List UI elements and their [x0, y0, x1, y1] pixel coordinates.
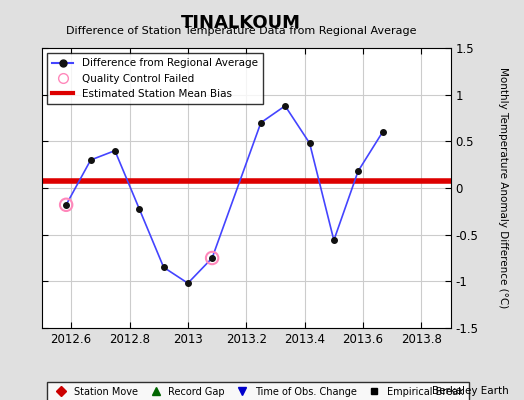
Legend: Station Move, Record Gap, Time of Obs. Change, Empirical Break: Station Move, Record Gap, Time of Obs. C… [47, 382, 468, 400]
Text: TINALKOUM: TINALKOUM [181, 14, 301, 32]
Point [208, 255, 216, 261]
Text: Difference of Station Temperature Data from Regional Average: Difference of Station Temperature Data f… [66, 26, 416, 36]
Y-axis label: Monthly Temperature Anomaly Difference (°C): Monthly Temperature Anomaly Difference (… [498, 67, 508, 309]
Point [62, 202, 70, 208]
Text: Berkeley Earth: Berkeley Earth [432, 386, 508, 396]
